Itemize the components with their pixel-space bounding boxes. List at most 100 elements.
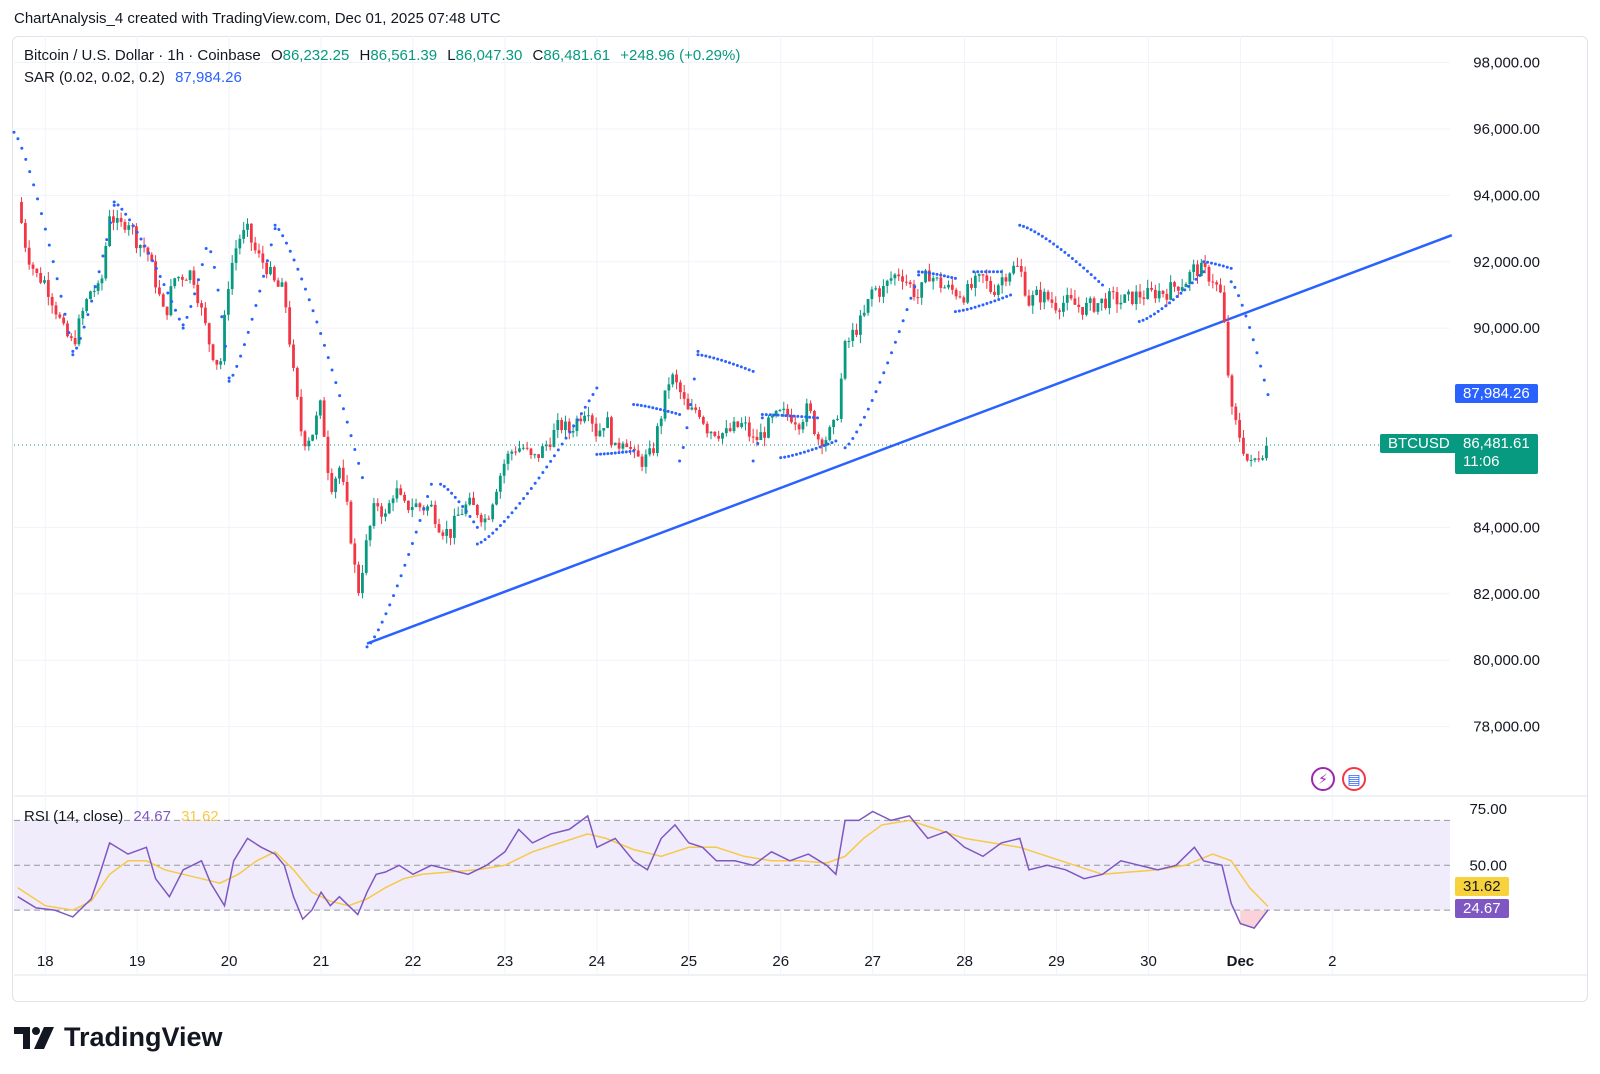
- candle: [755, 436, 759, 441]
- sar-dot: [988, 270, 992, 274]
- candle: [560, 420, 564, 431]
- time-tick-label: 20: [221, 953, 238, 970]
- sar-dot: [692, 377, 696, 381]
- rsi-tick-label: 75.00: [1469, 801, 1507, 818]
- sar-dot: [931, 272, 935, 276]
- candle: [146, 247, 150, 255]
- sar-dot: [751, 459, 755, 463]
- candle: [763, 432, 767, 438]
- candle: [537, 454, 541, 458]
- sar-dot: [124, 212, 128, 216]
- sar-dot: [696, 349, 700, 353]
- candle: [1207, 266, 1211, 282]
- tradingview-logo[interactable]: TradingView: [14, 1022, 223, 1053]
- candle: [495, 491, 498, 505]
- candle: [395, 488, 399, 499]
- sar-dot: [1018, 223, 1022, 227]
- sar-dot: [1097, 280, 1101, 284]
- candle: [1012, 265, 1016, 274]
- candle: [62, 317, 66, 324]
- candle: [847, 341, 851, 343]
- candle: [625, 443, 629, 447]
- candle: [1008, 273, 1012, 282]
- countdown: 11:06: [1463, 453, 1500, 470]
- sar-dot: [97, 270, 101, 274]
- time-tick-label: 19: [129, 953, 146, 970]
- candle: [177, 276, 180, 279]
- candle: [506, 453, 510, 464]
- candle: [1196, 264, 1199, 277]
- sar-dot: [93, 285, 97, 289]
- candle: [740, 423, 744, 427]
- sar-dot: [227, 376, 231, 380]
- candle: [1142, 297, 1146, 299]
- candle: [587, 415, 590, 417]
- chart-canvas[interactable]: 98,000.00 96,000.00 94,000.00 92,000.00 90,0…: [0, 0, 1600, 1010]
- sar-dot: [353, 447, 357, 451]
- sar-dot: [116, 203, 120, 207]
- sar-dot: [12, 130, 16, 134]
- candle: [1092, 298, 1096, 312]
- candle: [1261, 458, 1265, 460]
- sar-dot: [1063, 250, 1067, 254]
- candle: [92, 290, 96, 292]
- candle: [112, 216, 115, 223]
- candle: [885, 280, 889, 286]
- candle: [610, 417, 613, 446]
- sar-dot: [1048, 239, 1052, 243]
- candle: [1027, 295, 1031, 306]
- candle: [303, 431, 307, 447]
- rsi-tag: 24.67: [1455, 899, 1509, 918]
- sar-dot: [794, 452, 798, 456]
- candle: [525, 447, 529, 449]
- sar-dot: [1137, 320, 1141, 324]
- candle: [372, 503, 376, 526]
- candle: [1230, 375, 1234, 407]
- sar-dot: [1175, 295, 1179, 299]
- sar-dot: [373, 635, 377, 639]
- sar-dot: [826, 442, 830, 446]
- candle: [659, 418, 663, 427]
- sar-dot: [154, 267, 158, 271]
- candle: [1023, 271, 1027, 296]
- candle: [950, 284, 954, 290]
- sar-dot: [655, 407, 659, 411]
- candle: [357, 564, 360, 594]
- candle: [1100, 298, 1104, 304]
- candle: [1146, 288, 1150, 299]
- sar-dot: [678, 413, 682, 416]
- candle: [567, 421, 571, 433]
- candle: [663, 390, 667, 419]
- candle: [958, 296, 962, 298]
- sar-value: 87,984.26: [175, 69, 242, 86]
- time-tick-label: 18: [37, 953, 54, 970]
- sar-dot: [1156, 309, 1160, 313]
- candle: [1203, 262, 1207, 267]
- sar-dot: [939, 273, 943, 277]
- sar-dot: [768, 413, 772, 417]
- candle: [644, 454, 648, 467]
- candle: [1257, 458, 1261, 460]
- candle: [445, 528, 449, 536]
- time-tick-label: 27: [864, 953, 881, 970]
- sar-dot: [985, 302, 989, 306]
- sar-dot: [1229, 280, 1233, 284]
- sar-dot: [28, 170, 32, 174]
- sar-dot: [112, 200, 116, 204]
- sar-dot: [525, 492, 529, 496]
- candle: [824, 440, 828, 446]
- candle: [299, 396, 303, 432]
- sar-dot: [357, 461, 361, 465]
- candle: [529, 448, 533, 455]
- candle: [640, 456, 644, 467]
- sar-dot: [685, 426, 689, 430]
- sar-dot: [131, 224, 135, 228]
- candle: [1039, 289, 1042, 303]
- candle: [406, 500, 410, 511]
- candle: [1238, 420, 1242, 438]
- candle: [548, 444, 552, 447]
- candle: [820, 439, 824, 446]
- us-flag-icon[interactable]: ▤: [1342, 767, 1366, 791]
- candle: [456, 514, 460, 516]
- lightning-icon[interactable]: ⚡: [1311, 767, 1335, 791]
